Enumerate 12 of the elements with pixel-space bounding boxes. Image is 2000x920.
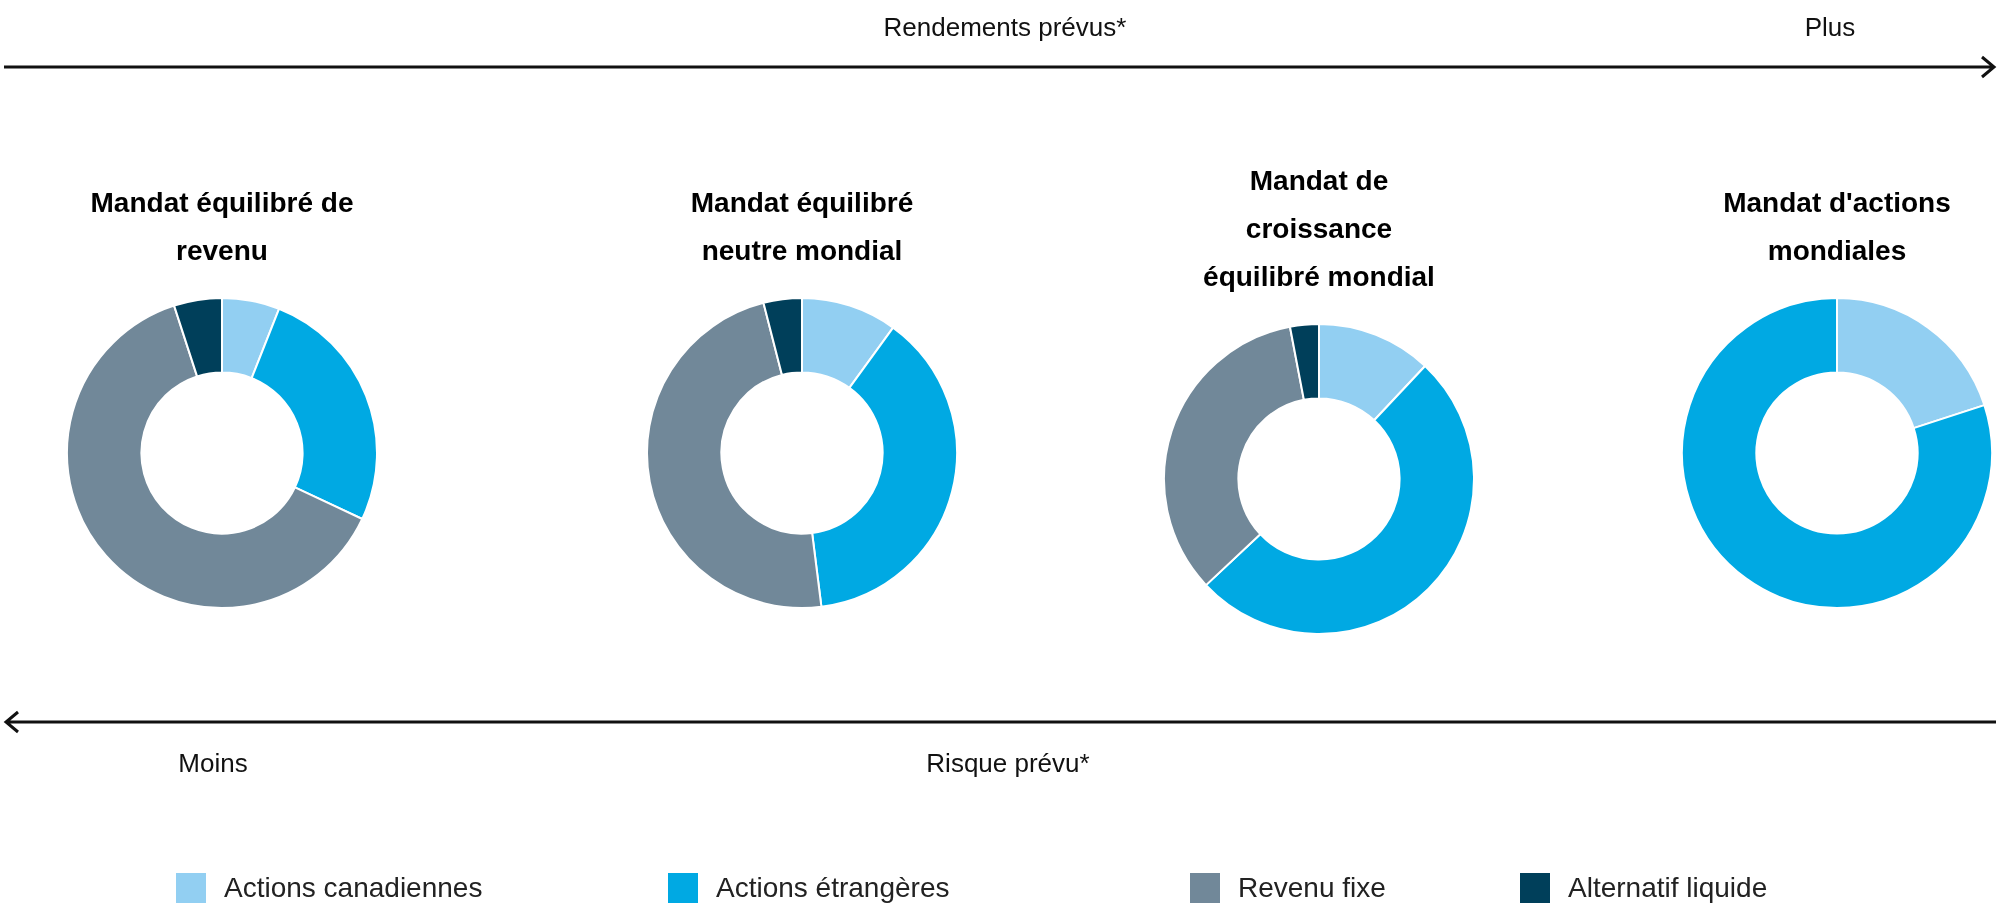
text: Rendements prévus* [883, 12, 1127, 43]
legend-label: Actions canadiennes [224, 872, 483, 904]
legend-label: Alternatif liquide [1568, 872, 1768, 904]
text: Moins [178, 748, 248, 779]
text: Plus [1804, 12, 1856, 43]
legend-label: Revenu fixe [1238, 872, 1386, 904]
chart-title: Mandat équilibré neutre mondial [689, 186, 915, 268]
text: Risque prévu* [926, 748, 1090, 779]
chart-title: Mandat de croissance équilibré mondial [1202, 164, 1436, 294]
chart-title: Mandat équilibré de revenu [89, 186, 355, 268]
chart-title: Mandat d'actions mondiales [1722, 186, 1952, 268]
legend-label: Actions étrangères [716, 872, 950, 904]
